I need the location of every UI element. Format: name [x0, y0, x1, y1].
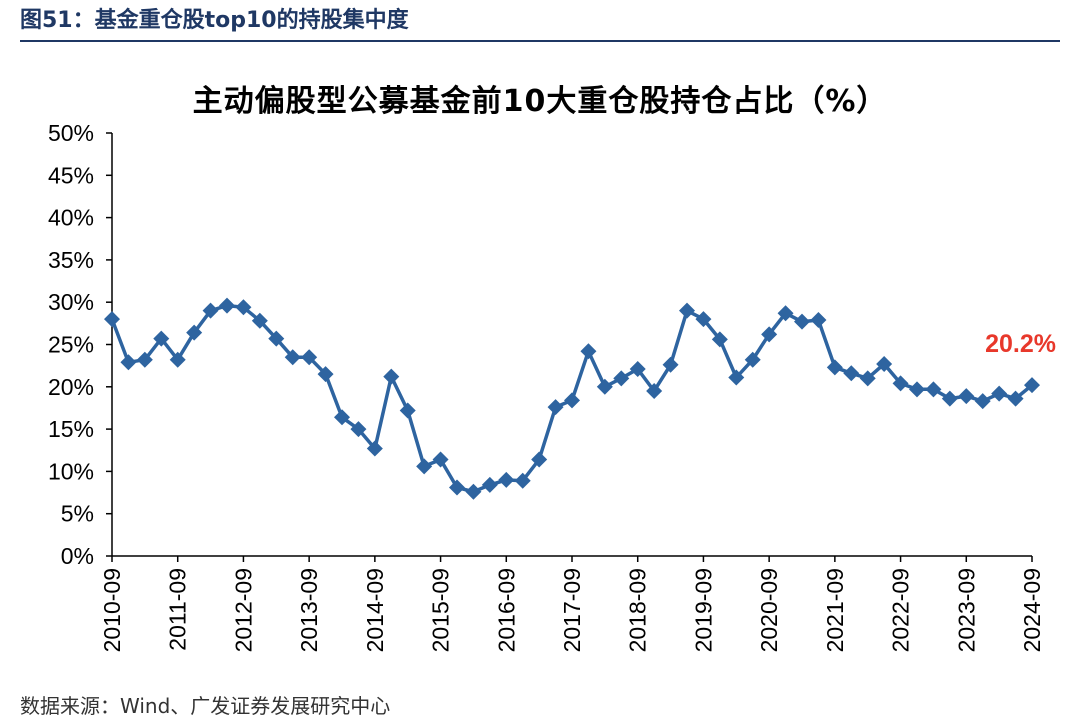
data-point-2023-09 [958, 388, 975, 405]
data-point-2021-03 [794, 313, 810, 330]
data-point-2016-06 [481, 476, 498, 493]
data-point-2024-03 [991, 385, 1008, 402]
data-point-2021-12 [843, 365, 860, 382]
data-point-2014-06 [350, 421, 367, 438]
y-tick-label: 5% [61, 501, 94, 527]
data-point-2021-06 [810, 311, 827, 328]
x-tick-label: 2018-09 [625, 568, 651, 652]
y-axis: 0% 5% 10% 15% 20% 25% 30% 35% 40% 45% 50% [48, 120, 113, 569]
x-tick-label: 2022-09 [888, 568, 914, 652]
data-point-2018-06 [613, 370, 630, 387]
data-point-2013-06 [284, 349, 301, 366]
x-tick-label: 2016-09 [493, 568, 519, 652]
x-tick-label: 2019-09 [690, 568, 716, 652]
y-tick-label: 30% [48, 289, 94, 315]
data-point-2015-06 [416, 458, 433, 475]
data-point-2022-03 [859, 370, 876, 387]
data-point-2020-09 [761, 326, 778, 343]
chart-title: 主动偏股型公募基金前10大重仓股持仓占比（%） [192, 84, 888, 119]
data-point-2022-12 [909, 381, 925, 398]
data-point-2023-06 [941, 390, 958, 407]
data-point-2015-03 [399, 402, 416, 419]
data-point-2012-03 [202, 302, 219, 319]
x-tick-label: 2014-09 [362, 568, 388, 652]
figure-label: 图51：基金重仓股top10的持股集中度 [20, 8, 409, 33]
x-axis: 2010-09 2011-09 2012-09 2013-09 2014-09 2015-… [99, 555, 1045, 652]
data-point-2012-12 [251, 312, 268, 329]
data-point-2017-03 [531, 451, 548, 468]
data-point-2021-09 [826, 359, 843, 376]
data-point-2023-12 [974, 393, 991, 410]
data-point-2019-12 [711, 331, 728, 348]
data-point-2012-06 [219, 297, 235, 314]
y-tick-label: 0% [61, 543, 94, 569]
data-point-2011-09 [169, 351, 186, 368]
y-tick-label: 25% [48, 332, 94, 358]
data-point-2019-09 [695, 311, 712, 328]
y-tick-label: 20% [48, 374, 94, 400]
data-point-2020-12 [777, 305, 794, 322]
value-annotation: 20.2% [985, 330, 1056, 358]
data-source-note: 数据来源：Wind、广发证券发展研究中心 [20, 694, 391, 718]
data-point-2018-03 [596, 378, 613, 395]
y-tick-label: 50% [48, 120, 94, 146]
data-point-2018-09 [629, 361, 646, 378]
data-point-2013-03 [268, 330, 285, 347]
data-point-2013-12 [317, 366, 334, 383]
x-tick-label: 2021-09 [822, 568, 848, 652]
y-tick-label: 10% [48, 458, 94, 484]
annotation-layer: 20.2% [985, 330, 1056, 358]
x-tick-label: 2010-09 [99, 568, 125, 652]
x-tick-label: 2020-09 [756, 568, 782, 652]
y-tick-label: 35% [48, 247, 94, 273]
x-tick-label: 2011-09 [165, 568, 191, 651]
data-point-2024-09 [1024, 377, 1040, 394]
data-point-2019-03 [662, 356, 679, 373]
data-point-2011-03 [136, 351, 153, 368]
data-point-2017-06 [547, 399, 564, 416]
data-point-2017-12 [580, 343, 597, 360]
figure-header: 图51：基金重仓股top10的持股集中度 [20, 0, 1060, 42]
data-point-2011-06 [153, 330, 170, 347]
y-tick-label: 40% [48, 205, 94, 231]
y-tick-label: 15% [48, 416, 94, 442]
x-tick-label: 2024-09 [1019, 568, 1045, 652]
data-point-2022-09 [892, 375, 909, 392]
data-point-2011-12 [186, 324, 203, 341]
data-point-2018-12 [646, 383, 663, 400]
data-point-2020-06 [744, 351, 761, 368]
data-point-2010-09 [104, 311, 120, 328]
data-point-2010-12 [120, 354, 137, 371]
x-tick-label: 2012-09 [230, 568, 256, 652]
data-point-2019-06 [679, 302, 695, 319]
x-tick-label: 2023-09 [953, 568, 979, 652]
series-layer [104, 297, 1040, 500]
data-point-2014-09 [366, 440, 383, 457]
x-tick-label: 2017-09 [559, 568, 585, 652]
data-point-2020-03 [728, 369, 745, 386]
x-tick-label: 2013-09 [296, 568, 322, 652]
data-point-2016-12 [514, 472, 531, 489]
data-point-2014-03 [334, 409, 350, 426]
data-point-2016-03 [465, 483, 482, 500]
data-point-2015-12 [449, 479, 465, 496]
data-point-2017-09 [564, 392, 580, 409]
data-point-2012-09 [235, 299, 252, 316]
data-point-2022-06 [876, 355, 893, 372]
data-point-2016-09 [498, 471, 515, 488]
data-point-2023-03 [925, 381, 942, 398]
line-chart: 0%5%10%15%20%25%30%35%40%45%50% 2010-09 2… [48, 120, 1056, 652]
data-point-2024-06 [1007, 390, 1024, 407]
data-point-2013-09 [301, 349, 318, 366]
data-point-2015-09 [432, 451, 449, 468]
y-tick-label: 45% [48, 162, 94, 188]
data-point-2014-12 [383, 368, 400, 385]
x-tick-label: 2015-09 [428, 568, 454, 652]
